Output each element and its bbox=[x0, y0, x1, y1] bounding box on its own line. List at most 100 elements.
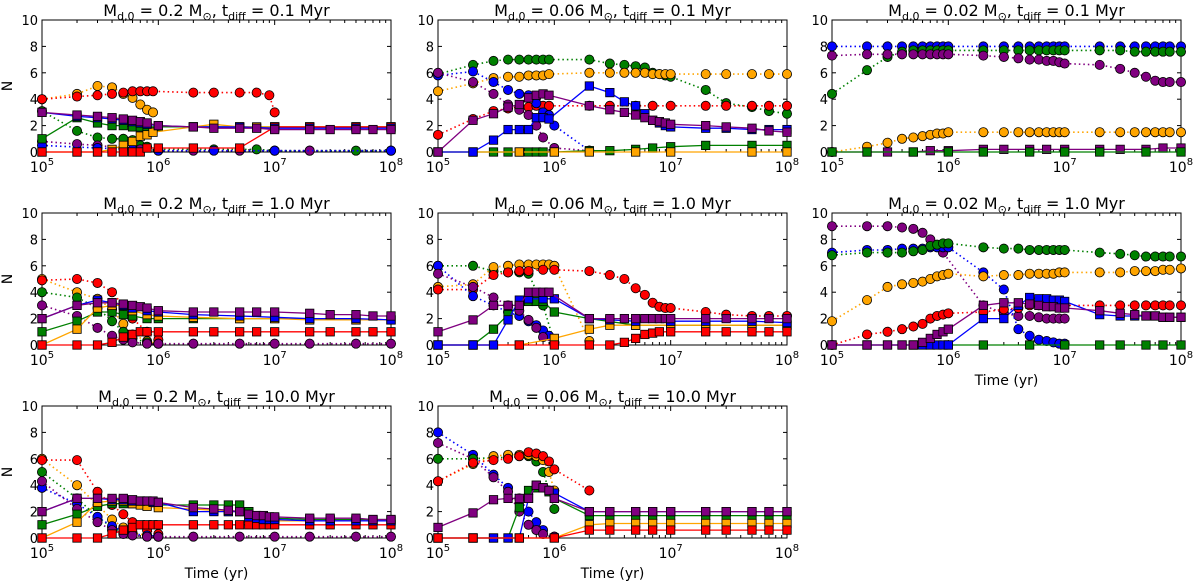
data-point bbox=[908, 223, 919, 234]
data-point bbox=[1013, 127, 1024, 138]
data-point bbox=[631, 147, 641, 157]
data-point bbox=[1164, 77, 1175, 88]
data-point bbox=[351, 327, 361, 337]
data-point bbox=[350, 531, 361, 542]
data-point bbox=[1115, 45, 1126, 56]
x-tick-label: 107 bbox=[263, 350, 287, 369]
data-point bbox=[882, 281, 893, 292]
data-point bbox=[37, 313, 47, 324]
data-point bbox=[782, 313, 792, 324]
data-point bbox=[1130, 310, 1140, 320]
data-point bbox=[1176, 127, 1186, 138]
chart-panel-5: Md,0 = 0.06 M⊙, tdiff = 1.0 Myr024681010… bbox=[417, 194, 799, 369]
data-point bbox=[538, 529, 549, 540]
data-point bbox=[1158, 340, 1168, 350]
series-red-circle bbox=[37, 86, 280, 118]
data-point bbox=[1129, 46, 1140, 57]
data-point bbox=[468, 457, 479, 468]
data-point bbox=[631, 333, 641, 344]
data-point bbox=[665, 69, 676, 80]
chart-panel-2: Md,0 = 0.06 M⊙, tdiff = 0.1 Myr 0 2 4 6 8 10 10… bbox=[417, 1, 799, 176]
data-point bbox=[998, 284, 1009, 295]
data-point bbox=[107, 316, 118, 327]
data-point bbox=[1024, 244, 1035, 255]
x-tick-label: 105 bbox=[30, 543, 54, 562]
data-point bbox=[325, 310, 335, 320]
data-point bbox=[433, 340, 443, 350]
series-line bbox=[437, 263, 591, 342]
data-point bbox=[209, 307, 219, 317]
x-tick-label: 107 bbox=[659, 543, 683, 562]
data-point bbox=[701, 506, 711, 517]
data-point bbox=[782, 127, 792, 137]
data-point bbox=[605, 313, 615, 324]
data-point bbox=[148, 107, 159, 118]
y-tick-label: 0 bbox=[820, 339, 828, 354]
data-point bbox=[72, 125, 83, 136]
data-point bbox=[1176, 77, 1186, 88]
x-tick-label: 105 bbox=[820, 350, 844, 369]
data-point bbox=[234, 338, 245, 349]
data-point bbox=[305, 513, 315, 523]
data-point bbox=[1129, 266, 1140, 277]
data-point bbox=[503, 54, 514, 65]
data-point bbox=[92, 322, 103, 333]
y-tick-label: 4 bbox=[30, 286, 38, 301]
data-point bbox=[584, 101, 594, 111]
data-point bbox=[468, 77, 479, 88]
data-point bbox=[538, 264, 549, 275]
data-point bbox=[468, 340, 478, 350]
data-point bbox=[386, 311, 396, 321]
data-point bbox=[584, 525, 594, 535]
data-point bbox=[917, 227, 928, 238]
data-point bbox=[433, 129, 443, 140]
data-point bbox=[897, 222, 908, 233]
data-point bbox=[549, 307, 559, 317]
data-point bbox=[648, 506, 658, 517]
series-green-circle bbox=[827, 238, 1186, 262]
data-point bbox=[605, 146, 615, 156]
data-point bbox=[584, 54, 595, 65]
data-point bbox=[503, 267, 514, 278]
data-point bbox=[666, 525, 676, 535]
data-point bbox=[523, 266, 534, 277]
data-point bbox=[503, 84, 514, 95]
data-point bbox=[503, 71, 514, 82]
series-green-square bbox=[827, 147, 1186, 157]
data-point bbox=[304, 531, 315, 542]
data-point bbox=[631, 101, 641, 111]
data-point bbox=[584, 81, 594, 91]
data-point bbox=[488, 88, 499, 99]
data-point bbox=[351, 310, 361, 320]
data-point bbox=[1176, 147, 1186, 157]
data-point bbox=[746, 100, 757, 111]
data-point bbox=[897, 247, 908, 258]
y-tick-label: 2 bbox=[30, 506, 38, 521]
data-point bbox=[433, 533, 443, 543]
series-orange-circle bbox=[433, 259, 595, 347]
chart-panel-3: Md,0 = 0.02 M⊙, tdiff = 0.1 Myr 0 2 4 6 8 10 10… bbox=[811, 1, 1193, 176]
y-tick-label: 10 bbox=[417, 207, 434, 222]
data-point bbox=[235, 123, 245, 133]
y-tick-label: 0 bbox=[426, 146, 434, 161]
data-point bbox=[747, 327, 757, 337]
data-point bbox=[433, 147, 443, 157]
data-point bbox=[882, 340, 893, 350]
series-purple-circle bbox=[433, 268, 560, 349]
data-point bbox=[978, 271, 989, 282]
x-tick-label: 107 bbox=[659, 350, 683, 369]
data-point bbox=[488, 340, 499, 350]
y-tick-label: 4 bbox=[30, 93, 38, 108]
data-point bbox=[235, 327, 245, 337]
y-tick-label: 6 bbox=[30, 67, 38, 82]
data-point bbox=[514, 99, 524, 110]
series-red-square bbox=[37, 327, 396, 350]
data-point bbox=[142, 118, 152, 128]
x-tick-label: 106 bbox=[936, 350, 960, 369]
data-point bbox=[1115, 308, 1125, 318]
data-point bbox=[763, 100, 774, 111]
data-point bbox=[1164, 264, 1175, 275]
data-point bbox=[468, 260, 479, 271]
data-point bbox=[827, 340, 837, 350]
data-point bbox=[72, 110, 82, 120]
